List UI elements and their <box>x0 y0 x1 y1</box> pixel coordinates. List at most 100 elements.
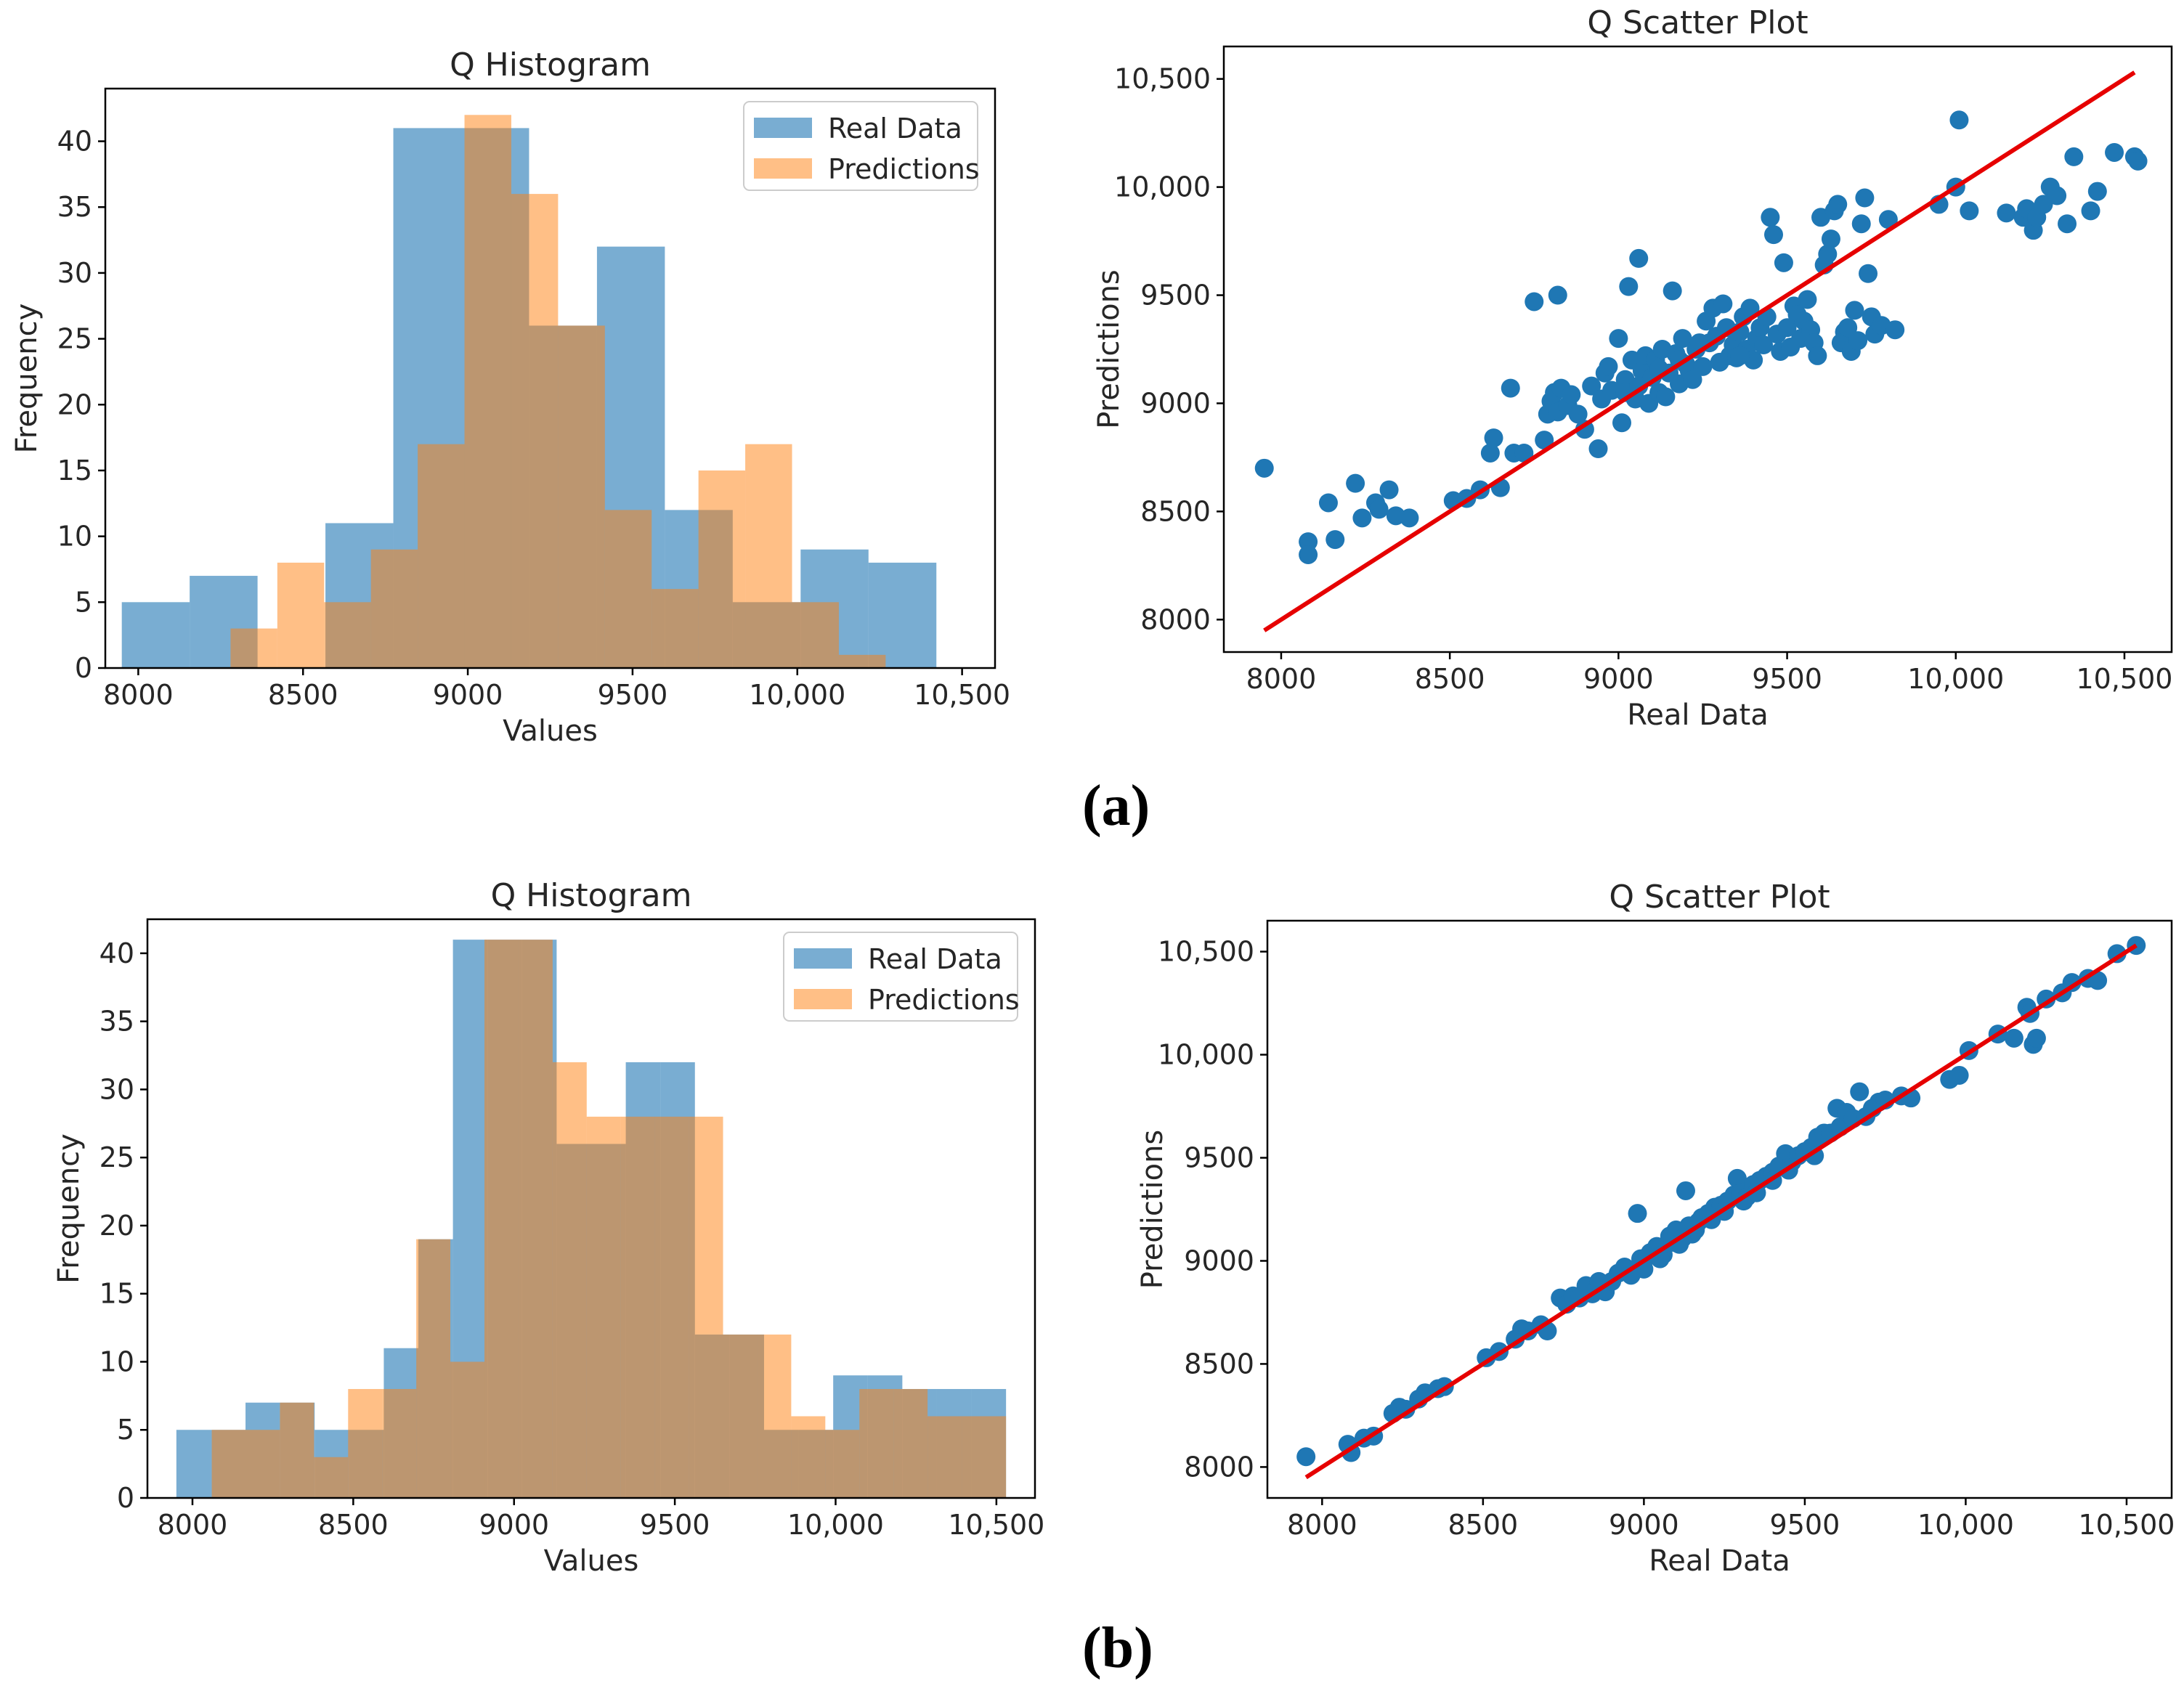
scatter-point <box>1575 420 1594 439</box>
scatter-point <box>1754 335 1774 355</box>
predictions-bar <box>511 194 559 668</box>
scatter-point <box>1612 413 1632 433</box>
chart-title: Q Histogram <box>450 46 651 84</box>
scatter-point <box>1763 225 1783 245</box>
y-axis-label: Predictions <box>1136 1130 1169 1290</box>
y-tick-label: 30 <box>57 257 92 289</box>
y-tick-label: 5 <box>75 586 92 618</box>
x-axis-label: Real Data <box>1649 1544 1790 1578</box>
y-tick-label: 25 <box>57 323 92 355</box>
real-data-bar <box>868 562 937 668</box>
predictions-bar <box>757 1334 792 1498</box>
predictions-bar <box>689 1116 723 1498</box>
scatter-point <box>1609 329 1628 349</box>
y-tick-label: 0 <box>117 1482 134 1514</box>
x-tick-label: 8000 <box>103 679 174 711</box>
x-tick-label: 10,000 <box>787 1509 884 1541</box>
y-tick-label: 9500 <box>1184 1142 1254 1174</box>
scatter-point <box>1379 480 1399 500</box>
y-tick-label: 10,500 <box>1114 63 1211 95</box>
y-tick-label: 10,500 <box>1158 936 1254 968</box>
x-tick-label: 8000 <box>1246 663 1317 695</box>
y-tick-label: 40 <box>57 126 92 158</box>
predictions-bar <box>586 1116 621 1498</box>
y-tick-label: 9000 <box>1184 1245 1254 1276</box>
predictions-bar <box>230 628 277 668</box>
scatter-point <box>2064 147 2084 166</box>
predictions-bar <box>314 1457 349 1498</box>
legend-swatch <box>754 118 812 138</box>
identity-line <box>1263 70 2136 632</box>
scatter-point <box>1885 320 1905 340</box>
legend-label: Real Data <box>828 113 962 144</box>
scatter-point <box>2058 214 2077 234</box>
predictions-bar <box>277 562 325 668</box>
scatter-point <box>1562 385 1581 404</box>
predictions-bar <box>416 1239 451 1498</box>
x-tick-label: 9000 <box>433 679 503 711</box>
x-axis-label: Real Data <box>1627 699 1768 732</box>
predictions-bar <box>723 1334 758 1498</box>
predictions-bar <box>893 1388 928 1498</box>
scatter-point <box>1851 214 1871 234</box>
scatter-point <box>2128 151 2148 171</box>
predictions-bar <box>962 1416 996 1498</box>
predictions-bar <box>745 444 792 668</box>
a-scatter-plot-area <box>1254 70 2148 632</box>
scatter-point <box>1848 331 1868 351</box>
panel-label-b: (b) <box>1082 1616 1153 1680</box>
predictions-bar <box>558 325 605 668</box>
a-hist-chart: 8000 8500 9000 9500 10,000 10,500 0 5 10 15 20 25 30… <box>10 46 1010 748</box>
x-tick-label: 8000 <box>1287 1509 1357 1541</box>
scatter-point <box>2047 186 2067 205</box>
predictions-bar <box>280 1402 314 1498</box>
b-scatter-plot-area <box>1296 936 2146 1480</box>
predictions-bar <box>450 1361 485 1498</box>
x-tick-label: 9000 <box>1583 663 1654 695</box>
scatter-point <box>1514 443 1534 463</box>
scatter-point <box>1296 1447 1316 1467</box>
x-tick-label: 9500 <box>1770 1509 1840 1541</box>
identity-line <box>1304 943 2138 1480</box>
predictions-bar <box>859 1388 894 1498</box>
scatter-point <box>1960 201 1979 221</box>
scatter-point <box>1761 208 1780 227</box>
predictions-bar <box>620 1116 655 1498</box>
scatter-point <box>1798 290 1817 309</box>
scatter-point <box>1850 1082 1870 1101</box>
y-tick-label: 9500 <box>1140 280 1211 311</box>
scatter-point <box>1777 318 1797 338</box>
scatter-point <box>1676 1181 1695 1200</box>
predictions-bar <box>464 115 511 668</box>
scatter-point <box>1845 301 1864 320</box>
predictions-bar <box>382 1388 417 1498</box>
predictions-bar <box>927 1416 962 1498</box>
y-tick-label: 15 <box>100 1278 134 1310</box>
real-data-bar <box>176 1430 211 1498</box>
scatter-point <box>1588 439 1608 459</box>
predictions-bar <box>838 654 886 668</box>
x-tick-label: 10,000 <box>749 679 845 711</box>
y-axis-label: Predictions <box>1092 269 1126 429</box>
scatter-point <box>1318 493 1338 513</box>
y-tick-label: 10 <box>57 521 92 553</box>
legend-swatch <box>794 948 852 969</box>
legend-swatch <box>794 989 852 1009</box>
predictions-bar <box>552 1062 587 1498</box>
x-tick-label: 10,500 <box>2076 663 2172 695</box>
scatter-point <box>1619 277 1639 296</box>
a-hist-plot-area <box>121 115 937 668</box>
scatter-point <box>1299 532 1318 552</box>
scatter-point <box>1369 500 1389 519</box>
predictions-bar <box>792 602 839 668</box>
x-tick-label: 10,500 <box>948 1509 1044 1541</box>
legend-label: Predictions <box>868 984 1020 1016</box>
y-axis-label: Frequency <box>52 1133 86 1284</box>
scatter-point <box>2105 142 2124 162</box>
predictions-bar <box>654 1116 689 1498</box>
y-tick-label: 10 <box>100 1345 134 1377</box>
scatter-point <box>1480 443 1500 463</box>
scatter-point <box>1299 545 1318 564</box>
scatter-point <box>1878 210 1898 229</box>
